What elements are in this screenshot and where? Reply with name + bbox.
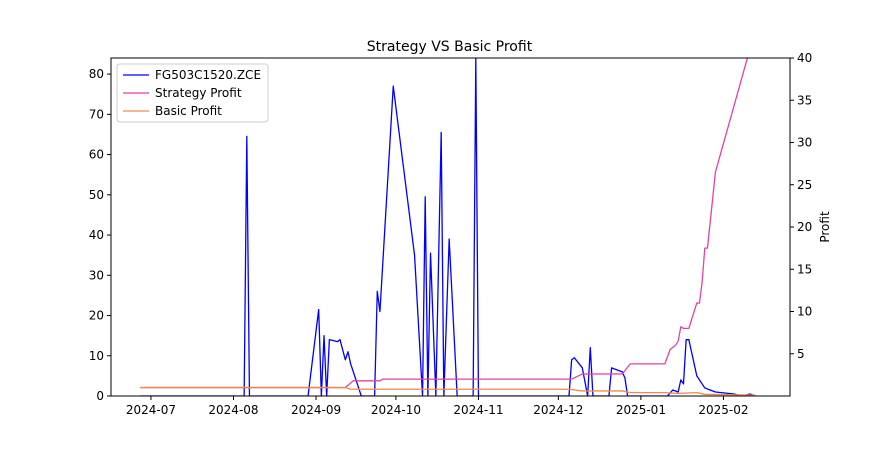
series-line-basic-profit	[140, 386, 756, 396]
x-tick-label: 2024-10	[371, 403, 421, 417]
x-tick-label: 2025-01	[616, 403, 666, 417]
x-tick-label: 2024-08	[208, 403, 258, 417]
y-left-tick-label: 10	[89, 349, 104, 363]
y-left-tick-label: 70	[89, 107, 104, 121]
y-left-tick-label: 30	[89, 268, 104, 282]
legend-label: Basic Profit	[155, 104, 222, 118]
series-line-strategy-profit	[140, 58, 749, 389]
series-line-fg503c1520-zce	[140, 58, 756, 396]
x-tick-label: 2024-12	[533, 403, 583, 417]
plot-lines	[140, 58, 756, 396]
x-tick-label: 2024-07	[126, 403, 176, 417]
y-right-tick-label: 30	[797, 136, 812, 150]
legend-box	[116, 63, 269, 123]
y-right-tick-label: 35	[797, 93, 812, 107]
y-axis-left: 0 10 20 30 40 50 60 70 80	[89, 67, 111, 403]
y-left-tick-label: 0	[96, 389, 104, 403]
y-right-tick-label: 40	[797, 51, 812, 65]
y-right-tick-label: 25	[797, 178, 812, 192]
y-left-tick-label: 40	[89, 228, 104, 242]
y-axis-right: 5 10 15 20 25 30 35 40	[790, 51, 812, 361]
x-tick-label: 2024-11	[453, 403, 503, 417]
y-left-tick-label: 50	[89, 188, 104, 202]
y-right-tick-label: 20	[797, 220, 812, 234]
y-left-tick-label: 20	[89, 309, 104, 323]
y-axis-right-label: Profit	[818, 211, 832, 243]
y-right-tick-label: 15	[797, 262, 812, 276]
x-axis: 2024-07 2024-08 2024-09 2024-10 2024-11 2024-…	[126, 396, 749, 417]
x-tick-label: 2024-09	[291, 403, 341, 417]
y-right-tick-label: 5	[797, 347, 805, 361]
legend-label: Strategy Profit	[155, 86, 242, 100]
x-tick-label: 2025-02	[698, 403, 748, 417]
y-left-tick-label: 60	[89, 148, 104, 162]
legend-label: FG503C1520.ZCE	[155, 68, 261, 82]
legend: FG503C1520.ZCE Strategy Profit Basic Profi…	[116, 63, 269, 123]
y-left-tick-label: 80	[89, 67, 104, 81]
y-right-tick-label: 10	[797, 305, 812, 319]
chart-title: Strategy VS Basic Profit	[367, 39, 533, 55]
